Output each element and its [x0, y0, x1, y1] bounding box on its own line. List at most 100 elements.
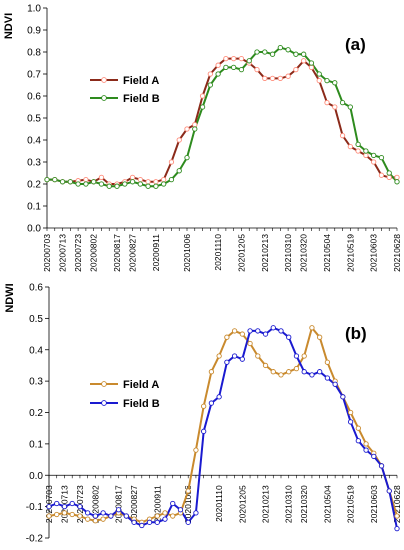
x-tick-label: 20210320: [299, 485, 309, 523]
data-point-field-b: [201, 428, 207, 434]
data-point-field-b: [316, 71, 322, 77]
y-tick-label: 0.3: [29, 377, 43, 388]
x-tick-label: 20201205: [237, 485, 247, 523]
data-point-field-b: [122, 181, 128, 187]
data-point-field-a: [301, 58, 307, 64]
data-point-field-a: [231, 328, 238, 334]
data-point-field-a: [255, 353, 261, 359]
data-point-field-a: [285, 73, 291, 79]
data-point-field-b: [98, 181, 105, 187]
x-tick-label: 20201006: [183, 485, 193, 523]
data-point-field-a: [69, 511, 75, 518]
data-point-field-a: [199, 93, 206, 99]
data-point-field-a: [347, 409, 354, 416]
data-point-field-a: [308, 64, 315, 71]
data-point-field-b: [129, 179, 136, 185]
y-tick-label: 0.3: [27, 158, 41, 169]
legend-label: Field B: [123, 93, 160, 105]
x-tick-label: 20210628: [392, 234, 402, 272]
data-point-field-b: [114, 183, 120, 189]
data-point-field-b: [285, 47, 291, 53]
data-point-field-b: [139, 522, 145, 529]
series-line-field-b: [48, 326, 398, 529]
data-point-field-a: [85, 516, 91, 522]
legend-label: Field A: [123, 379, 159, 391]
panel-label: (a): [345, 35, 366, 54]
x-tick-label: 20200713: [58, 234, 68, 272]
data-point-field-a: [207, 71, 213, 77]
data-point-field-b: [100, 510, 106, 516]
x-tick-label: 20210310: [283, 234, 293, 272]
x-tick-label: 20210603: [369, 234, 379, 272]
data-point-field-b: [231, 64, 237, 71]
data-point-field-b: [246, 58, 252, 64]
data-point-field-a: [277, 75, 283, 82]
data-point-field-a: [54, 511, 60, 518]
data-point-field-b: [131, 519, 137, 525]
x-tick-label: 20200723: [73, 234, 83, 272]
y-tick-label: 0.9: [27, 26, 41, 37]
data-point-field-a: [309, 325, 315, 331]
data-point-field-b: [269, 51, 276, 57]
data-point-field-a: [83, 176, 89, 183]
data-point-field-b: [168, 176, 175, 183]
data-point-field-a: [286, 369, 292, 375]
data-point-field-b: [293, 353, 300, 359]
data-point-field-a: [363, 152, 369, 159]
x-tick-label: 20210320: [299, 234, 309, 272]
legend-swatch-marker: [101, 381, 107, 387]
panel-label: (b): [345, 324, 367, 343]
data-point-field-b: [54, 500, 60, 507]
data-point-field-b: [115, 507, 122, 513]
data-point-field-a: [98, 174, 105, 181]
data-point-field-b: [378, 154, 385, 161]
data-point-field-b: [91, 179, 97, 185]
data-point-field-b: [75, 181, 81, 187]
data-point-field-b: [355, 438, 361, 444]
y-tick-label: 0.6: [29, 283, 43, 294]
data-point-field-b: [332, 80, 338, 86]
data-point-field-a: [92, 518, 99, 524]
data-point-field-a: [355, 425, 361, 431]
y-tick-label: 0.1: [29, 439, 43, 450]
y-tick-label: -0.2: [26, 534, 44, 545]
data-point-field-a: [239, 331, 245, 337]
data-point-field-a: [193, 447, 199, 453]
data-point-field-a: [262, 75, 268, 82]
x-tick-label: 20200802: [89, 234, 99, 272]
data-point-field-b: [293, 51, 299, 57]
y-tick-label: 0.6: [27, 92, 41, 103]
data-point-field-b: [61, 503, 68, 510]
y-tick-label: -0.1: [26, 502, 44, 513]
chart-panel-b: -0.2-0.10.00.10.20.30.40.50.620200703202…: [4, 283, 402, 545]
chart-panel-a: 0.0 0.1 0.2 0.3 0.4 0.5 0.6 0.7 0.8 0.9 1.0 2020070…: [3, 4, 402, 272]
data-point-field-a: [394, 513, 400, 519]
data-point-field-b: [347, 419, 354, 425]
data-point-field-a: [216, 353, 222, 359]
y-tick-label: 0.5: [27, 114, 41, 125]
data-point-field-b: [386, 488, 392, 494]
x-tick-label: 20210504: [322, 234, 332, 272]
data-point-field-b: [262, 49, 268, 55]
data-point-field-b: [199, 104, 206, 110]
data-point-field-b: [355, 141, 361, 148]
data-point-field-b: [247, 328, 253, 334]
x-tick-label: 20210519: [346, 485, 356, 523]
data-point-field-b: [270, 325, 276, 331]
data-point-field-a: [176, 137, 182, 143]
data-point-field-b: [92, 513, 99, 519]
x-tick-label: 20200817: [114, 485, 124, 523]
data-point-field-a: [394, 174, 400, 181]
y-tick-label: 0.2: [29, 408, 43, 419]
data-point-field-b: [255, 328, 261, 334]
data-point-field-b: [394, 179, 400, 185]
data-point-field-b: [153, 183, 159, 189]
data-point-field-b: [162, 516, 168, 522]
data-point-field-b: [278, 328, 284, 334]
data-point-field-a: [153, 179, 159, 185]
y-tick-label: 0.4: [29, 345, 43, 356]
x-tick-label: 20200703: [42, 234, 52, 272]
data-point-field-a: [317, 334, 323, 340]
data-point-field-b: [394, 525, 400, 532]
legend-label: Field B: [123, 398, 160, 410]
